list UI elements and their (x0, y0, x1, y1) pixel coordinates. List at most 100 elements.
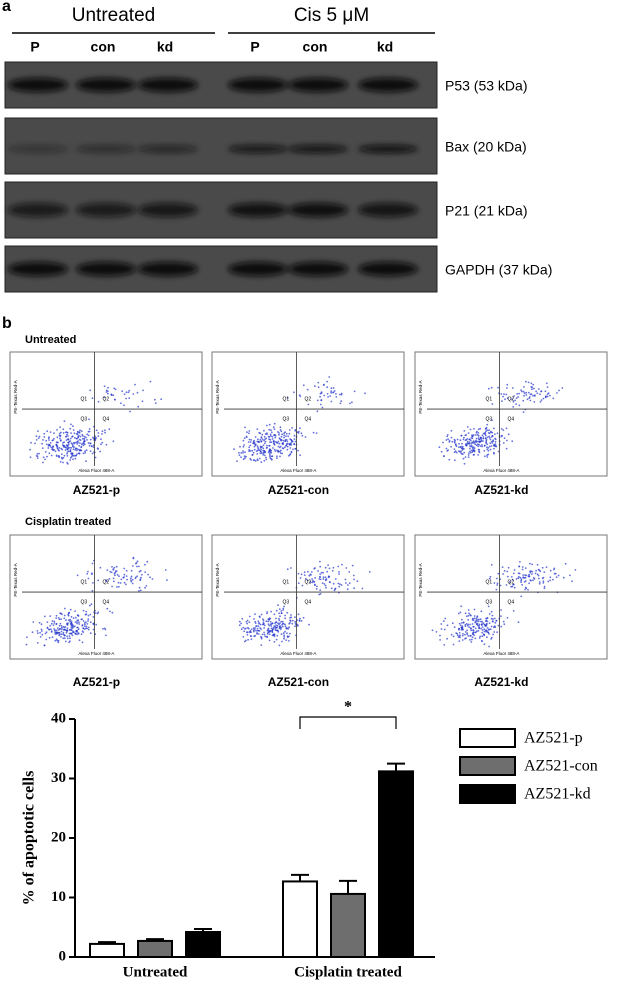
cell-dot (353, 390, 356, 393)
cell-dot (489, 575, 492, 578)
cell-dot (309, 581, 312, 584)
cell-dot (569, 574, 571, 577)
cell-dot (77, 628, 80, 631)
cell-dot (95, 437, 98, 439)
cell-dot (49, 431, 52, 433)
cell-dot (461, 627, 464, 630)
cell-dot (79, 449, 81, 452)
cell-dot (299, 395, 302, 398)
cell-dot (468, 438, 471, 441)
blot-band (358, 203, 418, 217)
cell-dot (458, 622, 461, 625)
cell-dot (490, 638, 492, 640)
cell-dot (267, 620, 269, 623)
blot-band (228, 78, 288, 92)
cell-dot (260, 613, 263, 616)
cell-dot (461, 625, 464, 628)
cell-dot (88, 604, 91, 607)
cell-dot (273, 613, 276, 616)
cell-dot (111, 566, 113, 568)
cell-dot (260, 448, 262, 451)
cell-dot (263, 459, 266, 462)
cell-dot (260, 450, 262, 453)
cell-dot (268, 617, 271, 620)
cell-dot (45, 439, 48, 442)
cell-dot (500, 393, 503, 395)
cell-dot (40, 628, 43, 631)
cell-dot (333, 390, 336, 392)
cell-dot (265, 620, 268, 623)
cell-dot (260, 644, 263, 646)
cell-dot (114, 574, 116, 577)
cell-dot (55, 629, 58, 632)
cell-dot (508, 581, 511, 583)
cell-dot (154, 398, 156, 401)
cell-dot (263, 624, 266, 627)
cell-dot (39, 631, 41, 634)
cell-dot (510, 576, 513, 578)
cell-dot (522, 411, 525, 413)
cell-dot (475, 619, 478, 622)
cell-dot (496, 577, 498, 580)
cell-dot (527, 575, 530, 577)
cell-dot (272, 442, 275, 445)
cell-dot (115, 565, 118, 568)
cell-dot (447, 449, 449, 451)
cell-dot (247, 441, 250, 443)
cell-dot (63, 441, 65, 444)
cell-dot (477, 432, 480, 434)
cell-dot (111, 611, 114, 614)
cell-dot (476, 615, 479, 618)
cell-dot (269, 457, 272, 460)
cell-dot (134, 383, 136, 386)
cell-dot (468, 612, 470, 615)
cell-dot (83, 437, 86, 440)
cell-dot (106, 569, 109, 571)
cell-dot (488, 613, 491, 615)
cell-dot (537, 388, 540, 390)
flow-y-axis-label: PE-Texas Red-A (215, 563, 220, 596)
cell-dot (250, 638, 253, 641)
cell-dot (36, 457, 39, 459)
cell-dot (460, 434, 463, 437)
cell-dot (497, 624, 500, 627)
cell-dot (321, 582, 324, 584)
cell-dot (46, 455, 48, 458)
cell-dot (81, 624, 84, 627)
cell-dot (490, 445, 493, 447)
cell-dot (489, 448, 492, 451)
cell-dot (321, 406, 324, 409)
cell-dot (44, 458, 46, 461)
cell-dot (488, 645, 490, 648)
cell-dot (531, 386, 534, 389)
cell-dot (97, 579, 100, 582)
cell-dot (63, 628, 66, 631)
cell-dot (458, 450, 460, 453)
cell-dot (258, 431, 261, 434)
cell-dot (249, 450, 252, 452)
cell-dot (531, 563, 533, 566)
cell-dot (103, 385, 106, 388)
cell-dot (481, 635, 484, 638)
quadrant-label: Q2 (102, 579, 109, 585)
cell-dot (292, 448, 294, 451)
cell-dot (267, 618, 270, 620)
cell-dot (285, 438, 288, 441)
cell-dot (506, 397, 509, 400)
cell-dot (493, 625, 496, 627)
cell-dot (484, 428, 487, 430)
cell-dot (119, 582, 122, 584)
cell-dot (286, 445, 289, 448)
cell-dot (288, 443, 291, 446)
cell-dot (72, 448, 75, 451)
cell-dot (473, 617, 476, 620)
cell-dot (346, 588, 349, 591)
cell-dot (479, 436, 482, 439)
cell-dot (128, 389, 131, 392)
cell-dot (320, 571, 323, 574)
cell-dot (77, 431, 79, 434)
cell-dot (260, 461, 263, 463)
cell-dot (60, 626, 63, 629)
cell-dot (528, 396, 531, 398)
flow-plot-frame (211, 534, 405, 660)
